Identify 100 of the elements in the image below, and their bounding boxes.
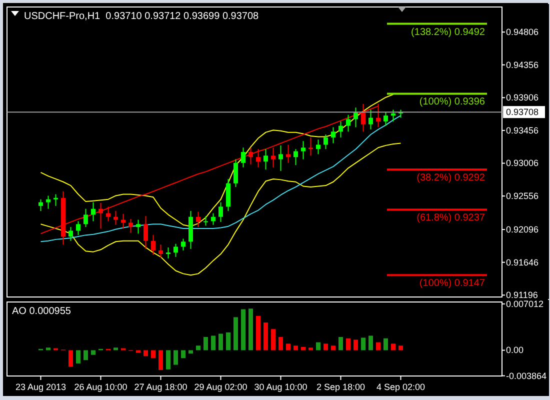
bar	[271, 329, 276, 350]
candlestick	[114, 210, 118, 226]
candlestick	[174, 243, 178, 258]
candlestick	[38, 198, 43, 212]
ref-line-label: (100%) 0.9147	[419, 278, 486, 290]
bar	[338, 337, 343, 350]
x-tick-label: 2 Sep 18:00	[316, 382, 366, 392]
y-tick-label: 0.91196	[506, 290, 538, 300]
candlestick	[294, 148, 298, 166]
bar	[294, 346, 298, 350]
bar	[68, 350, 73, 367]
candlestick	[391, 109, 396, 122]
ref-line-label: (38.2%) 0.9292	[416, 172, 486, 184]
candlestick	[338, 120, 343, 138]
line-series	[40, 115, 402, 242]
bar	[218, 334, 223, 350]
candlestick	[256, 148, 260, 168]
bar	[248, 308, 253, 350]
x-tick-label: 4 Sep 02:00	[376, 382, 426, 392]
candlestick	[68, 226, 73, 242]
candlestick	[136, 219, 140, 234]
candlestick	[301, 140, 306, 160]
bar	[114, 348, 118, 350]
bar	[346, 338, 350, 350]
bar	[278, 337, 283, 350]
candlestick	[354, 107, 358, 128]
ref-line-label: (61.8%) 0.9237	[416, 212, 486, 224]
x-tick-label: 27 Aug 18:00	[134, 382, 188, 392]
candlestick	[218, 202, 223, 222]
y-tick-label: 0.93006	[506, 158, 539, 168]
bar	[174, 350, 178, 365]
y-tick-label: 0.93906	[506, 92, 539, 103]
candlestick	[211, 212, 216, 226]
bar	[84, 350, 88, 360]
candlestick	[204, 216, 208, 226]
bar	[144, 350, 148, 356]
bar	[391, 344, 396, 350]
bar	[188, 350, 193, 354]
y-tick-label: 0.93456	[506, 125, 539, 136]
bar	[361, 338, 366, 350]
candlestick	[346, 114, 350, 132]
candlestick	[331, 126, 336, 144]
candlestick	[128, 218, 133, 234]
bar	[354, 340, 358, 350]
candlestick	[76, 220, 80, 236]
candlestick	[286, 144, 290, 164]
candlestick	[324, 134, 328, 150]
y-tick-label: 0.92556	[506, 191, 539, 202]
bar	[204, 337, 208, 350]
bar	[151, 350, 156, 358]
candlestick	[46, 195, 50, 210]
candlestick	[98, 202, 103, 230]
chart-title: AO 0.000955	[12, 306, 72, 317]
bar	[331, 346, 336, 350]
chart-title: USDCHF-Pro,H1 0.93710 0.93712 0.93699 0.93708	[24, 11, 260, 22]
ref-line-label: (138.2%) 0.9492	[411, 26, 486, 38]
bar	[286, 344, 290, 350]
candlestick	[91, 202, 96, 222]
candlestick	[151, 234, 156, 256]
candlestick	[278, 144, 283, 172]
candlestick	[241, 147, 246, 168]
bar	[264, 322, 268, 350]
candlestick	[316, 139, 320, 155]
bar	[376, 342, 380, 350]
bar	[226, 332, 230, 350]
candlestick	[226, 178, 230, 212]
bar	[256, 316, 260, 350]
line-series	[40, 94, 394, 227]
y-tick-label: 0.91646	[506, 257, 539, 268]
y-tick-label: 0.92096	[506, 224, 539, 235]
candlestick	[106, 206, 110, 222]
x-tick-label: 23 Aug 2013	[15, 382, 66, 392]
bar	[166, 350, 170, 370]
bar	[301, 346, 306, 350]
bar	[91, 350, 96, 355]
x-tick-label: 30 Aug 10:00	[254, 382, 308, 392]
bar	[196, 346, 200, 350]
x-tick-label: 29 Aug 02:00	[194, 382, 248, 392]
bar	[368, 336, 373, 350]
candlestick	[84, 208, 88, 228]
bar	[181, 350, 186, 358]
line-series	[40, 142, 402, 276]
bar	[324, 344, 328, 350]
candlestick	[144, 216, 148, 250]
candlestick	[308, 136, 313, 156]
candlestick	[264, 148, 268, 170]
y-tick-label: -0.003864	[506, 370, 547, 381]
candlestick	[158, 244, 163, 258]
candlestick	[248, 147, 253, 165]
bar	[211, 336, 216, 350]
bar	[316, 342, 320, 350]
bar	[308, 348, 313, 350]
candlestick	[384, 111, 388, 126]
bar	[76, 350, 80, 364]
y-tick-label: 0.94806	[506, 27, 539, 38]
bar	[234, 317, 238, 350]
ref-line-label: 0.93708	[506, 107, 539, 118]
candlestick	[181, 238, 186, 251]
ref-line-label: (100%) 0.9396	[419, 96, 486, 108]
candlestick	[271, 147, 276, 168]
